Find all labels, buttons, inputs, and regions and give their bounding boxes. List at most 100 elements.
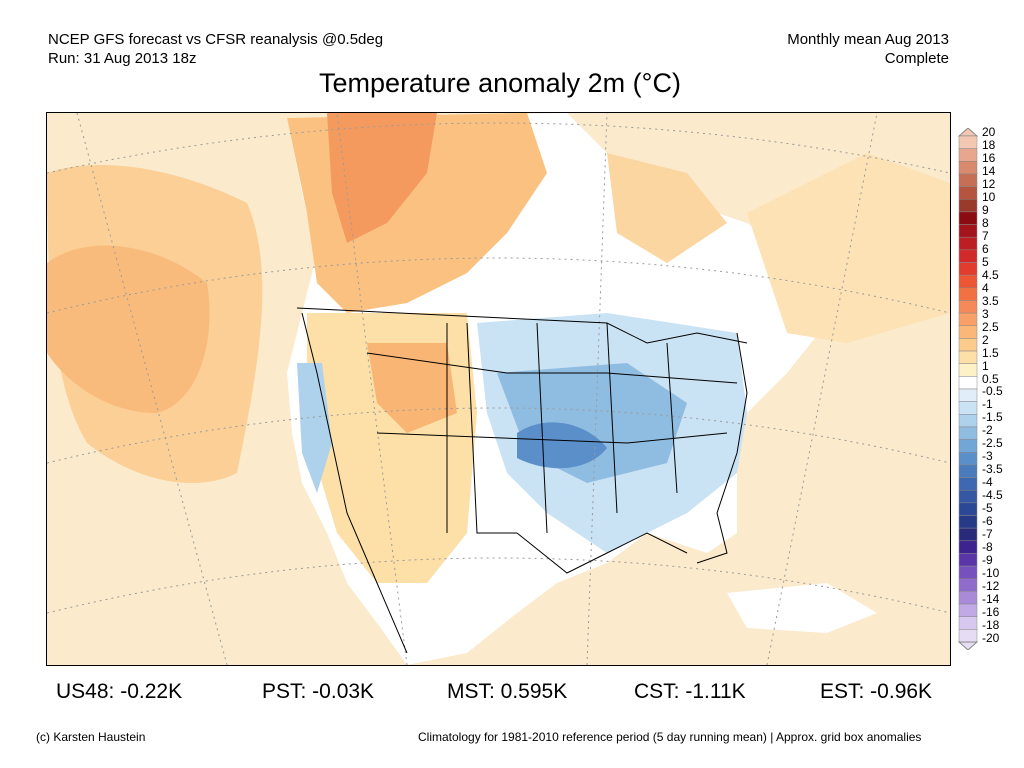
colorbar-label: 8 [982, 215, 989, 230]
colorbar-swatch [958, 350, 978, 364]
colorbar-swatch [958, 236, 978, 251]
colorbar-swatch [958, 591, 978, 605]
copyright: (c) Karsten Haustein [36, 730, 146, 744]
colorbar-label: -18 [982, 618, 1000, 633]
colorbar-swatch [958, 616, 978, 630]
colorbar-label: -4 [982, 475, 993, 490]
stat-us48: US48: -0.22K [56, 680, 183, 703]
colorbar-swatch [958, 199, 978, 213]
colorbar-swatch [958, 376, 978, 390]
colorbar-label: -9 [982, 553, 993, 568]
model-info: NCEP GFS forecast vs CFSR reanalysis @0.… [48, 31, 384, 48]
colorbar-swatch [958, 553, 978, 567]
hudson-warm-area [607, 153, 727, 263]
colorbar-label: -14 [982, 592, 1000, 607]
stat-est: EST: -0.96K [820, 680, 933, 703]
graticule [47, 113, 950, 665]
colorbar-swatch [958, 300, 978, 314]
colorbar-swatch [958, 363, 978, 377]
colorbar-label: 6 [982, 241, 989, 256]
colorbar [958, 128, 978, 650]
footnote: Climatology for 1981-2010 reference peri… [418, 730, 922, 744]
colorbar-swatch [958, 439, 978, 453]
colorbar-label: -3 [982, 449, 993, 464]
colorbar-label: -2 [982, 423, 993, 438]
colorbar-label: -4.5 [982, 488, 1003, 503]
colorbar-label: -0.5 [982, 384, 1003, 399]
colorbar-label: 5 [982, 254, 989, 269]
colorbar-label: 1 [982, 358, 989, 373]
atlantic-warm-area [747, 153, 950, 343]
colorbar-label: 20 [982, 125, 996, 139]
colorbar-swatch [958, 249, 978, 263]
stat-mst: MST: 0.595K [447, 680, 568, 703]
west-coast-cool-strip [297, 363, 332, 493]
run-info: Run: 31 Aug 2013 18z [48, 50, 197, 67]
colorbar-label: 2.5 [982, 319, 999, 334]
colorbar-swatch [958, 527, 978, 542]
colorbar-swatch [958, 274, 978, 289]
colorbar-swatch [958, 629, 978, 643]
colorbar-swatch [958, 312, 978, 327]
colorbar-label: -1.5 [982, 410, 1003, 425]
colorbar-swatch [958, 477, 978, 491]
colorbar-swatch [958, 489, 978, 504]
colorbar-swatch [958, 578, 978, 592]
colorbar-swatch [958, 540, 978, 554]
colorbar-swatch [958, 224, 978, 238]
colorbar-bottom-arrow [958, 641, 978, 650]
header-right: Monthly mean Aug 2013 Complete [787, 30, 949, 68]
colorbar-label: 12 [982, 176, 996, 191]
colorbar-swatch [958, 173, 978, 187]
canada-warm-core [327, 113, 437, 243]
colorbar-swatch [958, 287, 978, 301]
colorbar-label: -10 [982, 566, 1000, 581]
colorbar-label: -3.5 [982, 462, 1003, 477]
colorbar-swatch [958, 452, 978, 466]
colorbar-label: 3 [982, 306, 989, 321]
status-info: Complete [884, 50, 949, 67]
colorbar-label: 4 [982, 280, 989, 295]
colorbar-swatch [958, 603, 978, 617]
colorbar-swatch [958, 135, 978, 149]
colorbar-label: -5 [982, 501, 993, 516]
colorbar-label: 1.5 [982, 345, 999, 360]
colorbar-label: 2 [982, 332, 989, 347]
stat-pst: PST: -0.03K [262, 680, 375, 703]
colorbar-label: 7 [982, 228, 989, 243]
colorbar-label: -8 [982, 540, 993, 555]
pacific-warm-core [47, 245, 210, 413]
colorbar-label: 18 [982, 137, 996, 152]
colorbar-label: 9 [982, 202, 989, 217]
colorbar-label: -7 [982, 527, 993, 542]
colorbar-label: -6 [982, 514, 993, 529]
stat-cst: CST: -1.11K [634, 680, 746, 703]
political-boundaries [296, 307, 748, 654]
colorbar-label: 0.5 [982, 371, 999, 386]
colorbar-label: -1 [982, 397, 993, 412]
colorbar-label: 14 [982, 163, 996, 178]
anomaly-map [46, 112, 951, 666]
colorbar-swatch [958, 338, 978, 352]
colorbar-top-arrow [958, 128, 978, 137]
colorbar-label: -16 [982, 605, 1000, 620]
colorbar-swatch [958, 161, 978, 175]
colorbar-label: -2.5 [982, 436, 1003, 451]
rockies-warm-core [367, 343, 457, 433]
colorbar-swatch [958, 502, 978, 516]
colorbar-swatch [958, 565, 978, 580]
colorbar-label: -12 [982, 579, 1000, 594]
colorbar-label: -20 [982, 631, 1000, 645]
colorbar-swatch [958, 186, 978, 200]
colorbar-swatch [958, 325, 978, 339]
colorbar-swatch [958, 426, 978, 440]
southern-plains-cool-core [517, 422, 607, 469]
colorbar-swatch [958, 262, 978, 276]
colorbar-label: 16 [982, 150, 996, 165]
caribbean-area [727, 583, 877, 633]
colorbar-swatch [958, 414, 978, 428]
colorbar-swatch [958, 211, 978, 225]
colorbar-labels: 20 18 16 14 12 10 9 8 7 6 5 4.5 4 3.5 3 2.5 2 1.5 1 0.5 -0.5… [982, 126, 1022, 644]
colorbar-label: 4.5 [982, 267, 999, 282]
map-title: Temperature anomaly 2m (°C) [319, 68, 681, 98]
